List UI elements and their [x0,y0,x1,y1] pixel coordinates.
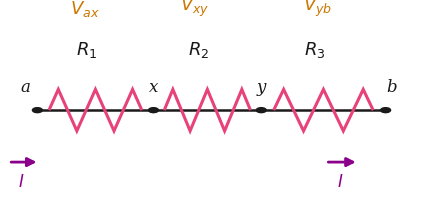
Circle shape [33,108,42,113]
Text: a: a [20,79,30,96]
Text: $V_{yb}$: $V_{yb}$ [302,0,332,19]
Text: $V_{ax}$: $V_{ax}$ [70,0,100,19]
Text: $R_{3}$: $R_{3}$ [305,40,326,60]
Text: y: y [257,79,266,96]
Text: $I$: $I$ [337,174,343,191]
Text: $R_{1}$: $R_{1}$ [77,40,98,60]
Circle shape [256,108,266,113]
Text: $R_{2}$: $R_{2}$ [188,40,210,60]
Circle shape [381,108,390,113]
Text: x: x [149,79,158,96]
Text: b: b [387,79,397,96]
Text: $I$: $I$ [18,174,24,191]
Text: $V_{xy}$: $V_{xy}$ [180,0,210,19]
Circle shape [148,108,159,113]
